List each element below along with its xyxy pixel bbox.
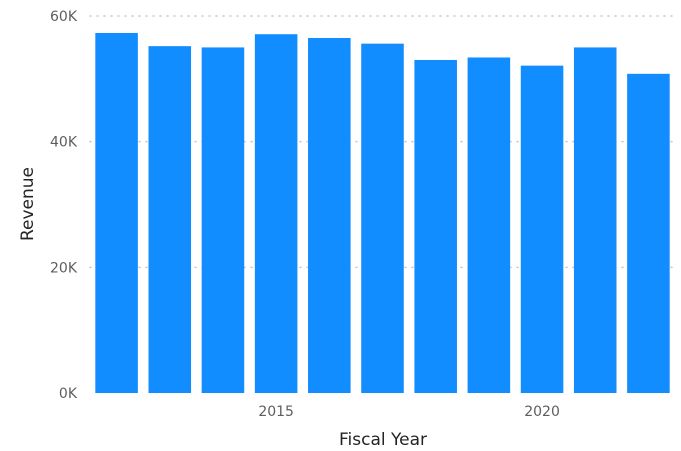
x-tick-label: 2020 (524, 404, 560, 420)
bar-2016[interactable] (308, 37, 351, 394)
bar-2017[interactable] (361, 43, 404, 394)
bar-2012[interactable] (95, 32, 138, 393)
y-tick-label: 0K (59, 386, 78, 402)
y-tick-label: 60K (50, 9, 78, 25)
bar-2020[interactable] (520, 65, 564, 393)
y-axis-ticks: 0K 20K 40K 60K (50, 9, 78, 402)
bar-2014[interactable] (201, 47, 245, 394)
x-axis-ticks: 2015 2020 (258, 404, 560, 420)
y-tick-label: 20K (50, 260, 78, 276)
bar-2019[interactable] (467, 57, 511, 393)
bars (95, 32, 670, 394)
bar-2022[interactable] (627, 73, 670, 393)
x-tick-label: 2015 (258, 404, 294, 420)
bar-2015[interactable] (254, 34, 298, 393)
y-axis-title: Revenue (18, 167, 38, 241)
bar-2021[interactable] (573, 47, 617, 394)
x-axis-title: Fiscal Year (339, 430, 427, 450)
bar-2013[interactable] (148, 46, 192, 393)
y-tick-label: 40K (50, 135, 78, 151)
bar-2018[interactable] (414, 59, 457, 393)
